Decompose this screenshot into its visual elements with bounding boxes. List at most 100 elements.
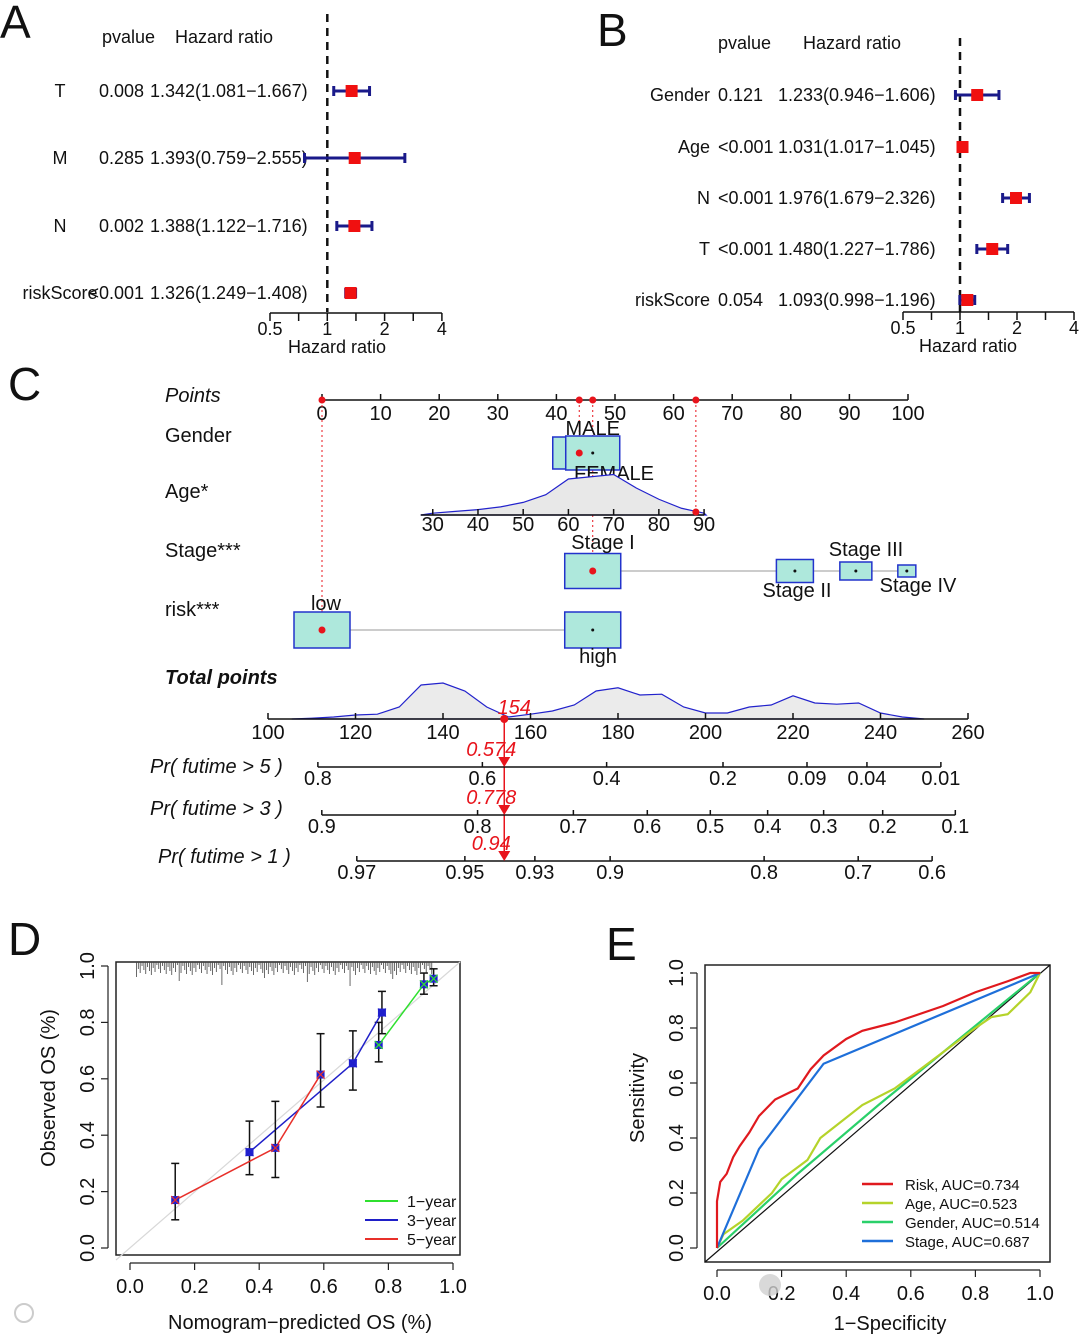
calibration-point-cross (270, 1143, 280, 1153)
panel-label-d: D (8, 913, 41, 965)
legend-label: 1−year (407, 1194, 457, 1211)
row-name: Gender (650, 85, 710, 105)
row-pvalue: <0.001 (718, 137, 774, 157)
points-marker (575, 396, 583, 404)
points-marker (318, 396, 326, 404)
x-tick-label: 0.6 (310, 1276, 338, 1298)
hr-square (1010, 192, 1023, 204)
gender-male-label: MALE (565, 418, 619, 440)
x-tick-label: 1 (322, 319, 332, 339)
hr-square (344, 287, 357, 299)
points-marker (692, 396, 700, 404)
total-points-tick-label: 240 (864, 722, 897, 744)
hr-square (961, 294, 974, 306)
risk-selected-dot (318, 626, 326, 634)
probability-arrow (498, 757, 511, 767)
calibration-series-0 (374, 968, 439, 1063)
probability-tick-label: 0.09 (788, 768, 827, 790)
calibration-series-2 (170, 1032, 325, 1221)
watermark-logo-icon (14, 1303, 34, 1323)
age-tick-label: 30 (422, 514, 444, 536)
probability-tick-label: 0.8 (750, 862, 778, 884)
hr-square (345, 85, 358, 97)
legend-label: Risk, AUC=0.734 (905, 1177, 1020, 1194)
age-selected-dot (692, 508, 700, 516)
y-tick-label: 0.4 (666, 1124, 688, 1152)
y-axis-label: Observed OS (%) (38, 1009, 60, 1167)
probability-tick-label: 0.7 (844, 862, 872, 884)
probability-value: 0.778 (466, 787, 516, 809)
risk-low-label: low (311, 593, 342, 615)
roc-curve-age (716, 972, 1041, 1249)
legend-label: Stage, AUC=0.687 (905, 1234, 1030, 1251)
probability-tick-label: 0.97 (337, 862, 376, 884)
legend-label: 3−year (407, 1213, 457, 1230)
age-tick-label: 40 (467, 514, 489, 536)
probability-tick-label: 0.2 (709, 768, 737, 790)
x-tick-label: 1.0 (439, 1276, 467, 1298)
x-tick-label: 0.6 (897, 1283, 925, 1305)
calibration-series-1 (245, 990, 387, 1176)
x-tick-label: 4 (1069, 318, 1079, 338)
row-name: T (55, 81, 66, 101)
panel-label-c: C (8, 358, 41, 410)
x-tick-label: 4 (437, 319, 447, 339)
total-points-tick-label: 220 (776, 722, 809, 744)
y-tick-label: 0.2 (666, 1179, 688, 1207)
y-tick-label: 0.8 (666, 1014, 688, 1042)
row-hazard-ratio: 1.388(1.122−1.716) (150, 216, 308, 236)
x-axis-label: Hazard ratio (919, 336, 1017, 356)
row-pvalue: 0.002 (99, 216, 144, 236)
total-points-tick-label: 140 (426, 722, 459, 744)
row-name: N (54, 216, 67, 236)
row-name: M (53, 148, 68, 168)
y-tick-label: 0.6 (77, 1065, 99, 1093)
hr-square (986, 243, 999, 255)
points-label: Points (165, 385, 221, 407)
probability-value: 0.94 (472, 833, 511, 855)
total-points-density-curve (291, 682, 925, 720)
row-pvalue: <0.001 (88, 283, 144, 303)
total-points-tick-label: 200 (689, 722, 722, 744)
row-hazard-ratio: 1.233(0.946−1.606) (778, 85, 936, 105)
hr-square (348, 220, 361, 232)
plot-frame (115, 961, 461, 1256)
probability-tick-label: 0.6 (633, 816, 661, 838)
points-tick-label: 50 (604, 403, 626, 425)
age-tick-label: 50 (512, 514, 534, 536)
row-hazard-ratio: 1.480(1.227−1.786) (778, 239, 936, 259)
row-hazard-ratio: 1.342(1.081−1.667) (150, 81, 308, 101)
forest-plot-a: pvalue Hazard ratio T 0.008 1.342(1.081−1.66… (22, 14, 447, 357)
x-tick-label: 0.5 (257, 319, 282, 339)
legend-label: Age, AUC=0.523 (905, 1196, 1017, 1213)
probability-tick-label: 0.6 (918, 862, 946, 884)
x-axis-label: Hazard ratio (288, 337, 386, 357)
x-tick-label: 0.0 (116, 1276, 144, 1298)
row-pvalue: 0.054 (718, 290, 763, 310)
pvalue-header: pvalue (102, 27, 155, 47)
total-points-tick-label: 180 (601, 722, 634, 744)
hazard-ratio-header: Hazard ratio (803, 33, 901, 53)
legend-label: Gender, AUC=0.514 (905, 1215, 1040, 1232)
roc-curve-stage (715, 971, 1041, 1249)
row-hazard-ratio: 1.393(0.759−2.555) (150, 148, 308, 168)
total-points-value: 154 (498, 697, 531, 719)
calibration-line (378, 978, 434, 1046)
stage-label: Stage*** (165, 540, 241, 562)
x-axis-label: 1−Specificity (834, 1313, 947, 1335)
risk-label: risk*** (165, 599, 220, 621)
y-tick-label: 1.0 (77, 952, 99, 980)
points-tick-label: 10 (369, 403, 391, 425)
total-points-marker (500, 715, 509, 723)
x-tick-label: 1 (955, 318, 965, 338)
risk-low-box (293, 611, 351, 649)
total-points-tick-label: 100 (251, 722, 284, 744)
probability-tick-label: 0.8 (464, 816, 492, 838)
probability-tick-label: 0.93 (515, 862, 554, 884)
y-tick-label: 0.4 (77, 1121, 99, 1149)
age-tick-label: 80 (648, 514, 670, 536)
age-label: Age* (165, 481, 209, 503)
calibration-point-cross (429, 974, 439, 984)
points-tick-label: 30 (487, 403, 509, 425)
wechat-watermark-icon (759, 1274, 781, 1296)
